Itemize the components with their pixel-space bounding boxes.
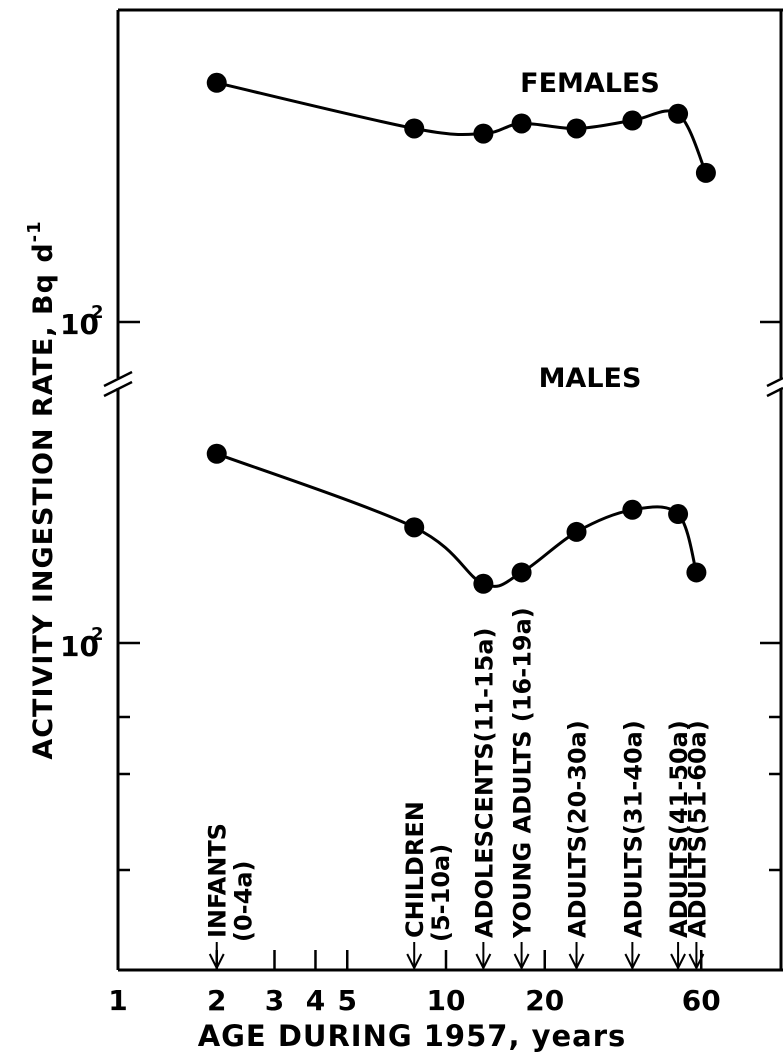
group-name-7: ADULTS(51-60a) [683, 720, 711, 938]
data-point-males-5 [622, 499, 643, 520]
group-label-5: ADULTS(31-40a) [619, 720, 647, 971]
x-tick-label-4: 4 [306, 984, 325, 1017]
group-name-6: ADULTS(41-50a) [665, 720, 693, 938]
x-tick-label-60: 60 [682, 984, 721, 1017]
data-point-females-4 [566, 118, 587, 139]
data-point-males-3 [511, 562, 532, 583]
group-arrowhead-1 [406, 953, 423, 971]
group-name-4: ADULTS(20-30a) [564, 720, 592, 938]
data-point-males-4 [566, 521, 587, 542]
data-point-males-0 [206, 443, 227, 464]
svg-text:2: 2 [91, 302, 104, 323]
series-layer [206, 72, 716, 594]
series-label-females: FEMALES [520, 68, 660, 99]
data-point-males-2 [473, 573, 494, 594]
y-axis-title: ACTIVITY INGESTION RATE, Bq d-1 [24, 220, 59, 759]
group-arrowhead-7 [688, 953, 705, 971]
x-tick-labels: 1 2 3 4 5 10 20 60 [108, 984, 720, 1017]
data-point-females-2 [473, 123, 494, 144]
group-arrowhead-6 [670, 953, 686, 971]
data-point-females-5 [622, 110, 643, 131]
axis-break-right [766, 376, 783, 398]
group-name-5: ADULTS(31-40a) [619, 720, 647, 938]
group-label-0: INFANTS(0-4a) [204, 823, 258, 971]
data-point-males-7 [686, 562, 707, 583]
series-label-males: MALES [539, 363, 642, 394]
x-tick-label-10: 10 [427, 984, 466, 1017]
plot-frame [116, 8, 783, 972]
x-tick-label-2: 2 [207, 984, 226, 1017]
data-point-females-7 [695, 162, 716, 183]
group-label-1: CHILDREN(5-10a) [401, 801, 455, 971]
svg-text:10: 10 [60, 308, 99, 341]
group-label-3: YOUNG ADULTS (16-19a) [509, 607, 537, 971]
x-tick-label-5: 5 [338, 984, 357, 1017]
y-axis-ticks [118, 320, 781, 872]
group-label-7: ADULTS(51-60a) [683, 720, 711, 971]
data-point-females-1 [404, 118, 425, 139]
y-tick-label-lower: 10 2 [60, 624, 104, 663]
svg-text:ACTIVITY INGESTION RATE, Bq d-: ACTIVITY INGESTION RATE, Bq d-1 [24, 220, 59, 759]
data-point-females-3 [511, 113, 532, 134]
data-point-females-0 [206, 72, 227, 93]
data-point-males-1 [404, 517, 425, 538]
group-arrowhead-4 [568, 953, 585, 971]
group-label-2: ADOLESCENTS(11-15a) [470, 627, 498, 971]
y-axis-title-sup: -1 [24, 220, 45, 242]
x-tick-label-20: 20 [525, 984, 564, 1017]
group-range-0: (0-4a) [230, 861, 258, 943]
x-axis-title: AGE DURING 1957, years [198, 1019, 627, 1053]
series-line-males [216, 452, 698, 588]
data-point-females-6 [668, 103, 689, 124]
data-point-males-6 [668, 504, 689, 525]
group-name-0: INFANTS [204, 823, 232, 938]
group-range-1: (5-10a) [427, 844, 455, 942]
group-label-4: ADULTS(20-30a) [564, 720, 592, 971]
group-arrowhead-0 [208, 953, 225, 971]
group-name-1: CHILDREN [401, 801, 429, 938]
group-arrowhead-2 [475, 953, 492, 971]
group-name-3: YOUNG ADULTS (16-19a) [509, 607, 537, 939]
group-arrowhead-3 [513, 953, 530, 971]
axis-break-left [103, 370, 133, 398]
svg-text:2: 2 [91, 624, 104, 645]
group-name-2: ADOLESCENTS(11-15a) [470, 627, 498, 938]
svg-text:10: 10 [60, 630, 99, 663]
group-arrowhead-5 [624, 953, 641, 971]
group-label-6: ADULTS(41-50a) [665, 720, 693, 971]
y-tick-label-upper: 10 2 [60, 302, 104, 341]
y-axis-title-text: ACTIVITY INGESTION RATE, Bq d [28, 242, 59, 759]
x-tick-label-1: 1 [108, 984, 127, 1017]
group-labels: INFANTS(0-4a) CHILDREN(5-10a) ADOLESCENTS(… [204, 607, 711, 971]
x-tick-label-3: 3 [265, 984, 284, 1017]
